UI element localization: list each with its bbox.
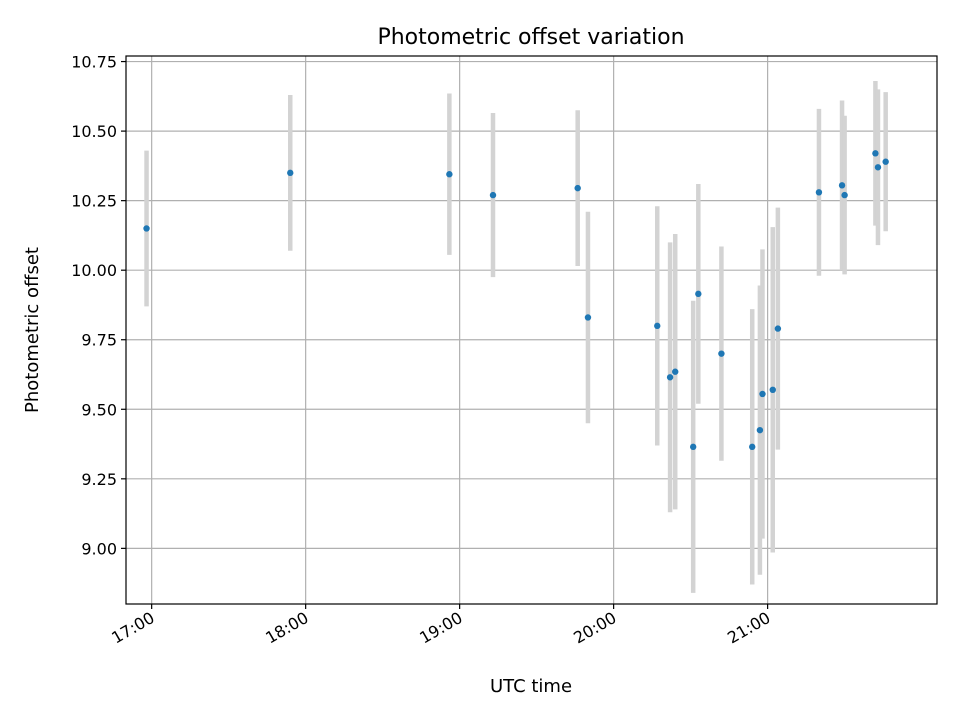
x-axis-label: UTC time xyxy=(490,676,572,697)
data-point xyxy=(815,189,823,196)
data-point xyxy=(769,386,776,394)
data-point xyxy=(287,169,294,177)
data-point xyxy=(874,164,882,171)
y-axis-ticks: 9.00 9.25 9.50 9.75 10.00 10.25 10.50 10.75 xyxy=(71,53,126,558)
grid xyxy=(126,56,937,604)
data-point xyxy=(756,426,764,434)
y-tick-label: 10.25 xyxy=(71,192,117,211)
data-point xyxy=(666,374,674,381)
data-point xyxy=(759,390,766,398)
y-tick-label: 10.75 xyxy=(71,53,117,72)
y-tick-label: 10.50 xyxy=(71,122,117,141)
plot-frame xyxy=(125,55,938,605)
data-point xyxy=(672,368,679,375)
y-tick-label: 9.75 xyxy=(81,331,117,350)
chart-title: Photometric offset variation xyxy=(377,25,684,50)
data-point xyxy=(882,158,889,165)
y-tick-label: 9.25 xyxy=(81,470,117,489)
data-point xyxy=(584,314,592,321)
data-point xyxy=(872,150,879,157)
y-tick-label: 10.00 xyxy=(71,261,117,280)
data-point xyxy=(574,184,581,192)
data-point xyxy=(654,322,661,330)
data-point xyxy=(143,225,150,232)
data-point xyxy=(838,182,846,189)
plot-area xyxy=(126,56,937,604)
data-point xyxy=(718,350,725,357)
data-point xyxy=(695,290,702,298)
y-tick-label: 9.00 xyxy=(81,539,117,558)
data-point xyxy=(749,443,756,451)
data-point xyxy=(446,171,453,178)
data-point xyxy=(841,191,848,199)
data-points xyxy=(143,150,889,451)
y-tick-label: 9.50 xyxy=(81,400,117,419)
data-point xyxy=(774,325,782,332)
data-point xyxy=(489,191,497,199)
y-axis-label: Photometric offset xyxy=(22,247,43,413)
data-point xyxy=(689,443,697,451)
